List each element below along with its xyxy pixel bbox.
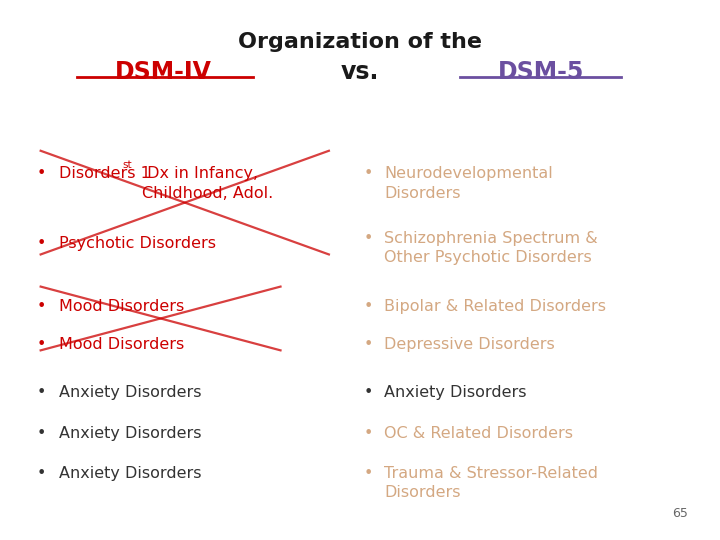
Text: Mood Disorders: Mood Disorders [59,299,184,314]
Text: Neurodevelopmental
Disorders: Neurodevelopmental Disorders [384,166,553,200]
Text: Disorders 1: Disorders 1 [59,166,151,181]
Text: st: st [123,160,132,170]
Text: •: • [37,166,46,181]
Text: •: • [364,299,373,314]
Text: Organization of the: Organization of the [238,31,482,51]
Text: •: • [364,338,373,353]
Text: Dx in Infancy,
Childhood, Adol.: Dx in Infancy, Childhood, Adol. [143,166,274,200]
Text: Mood Disorders: Mood Disorders [59,338,184,353]
Text: •: • [37,426,46,441]
Text: •: • [364,385,373,400]
Text: Psychotic Disorders: Psychotic Disorders [59,237,216,251]
Text: Anxiety Disorders: Anxiety Disorders [384,385,527,400]
Text: •: • [37,338,46,353]
Text: •: • [37,385,46,400]
Text: •: • [364,166,373,181]
Text: vs.: vs. [341,60,379,84]
Text: DSM-IV: DSM-IV [114,60,212,84]
Text: OC & Related Disorders: OC & Related Disorders [384,426,573,441]
Text: •: • [364,466,373,481]
Text: 65: 65 [672,507,688,520]
Text: •: • [364,426,373,441]
Text: Schizophrenia Spectrum &
Other Psychotic Disorders: Schizophrenia Spectrum & Other Psychotic… [384,231,598,265]
Text: Anxiety Disorders: Anxiety Disorders [59,426,202,441]
Text: •: • [37,466,46,481]
Text: Depressive Disorders: Depressive Disorders [384,338,555,353]
Text: Anxiety Disorders: Anxiety Disorders [59,385,202,400]
Text: Anxiety Disorders: Anxiety Disorders [59,466,202,481]
Text: •: • [37,299,46,314]
Text: •: • [37,237,46,251]
Text: Bipolar & Related Disorders: Bipolar & Related Disorders [384,299,606,314]
Text: DSM-5: DSM-5 [498,60,585,84]
Text: Trauma & Stressor-Related
Disorders: Trauma & Stressor-Related Disorders [384,466,598,500]
Text: •: • [364,231,373,246]
